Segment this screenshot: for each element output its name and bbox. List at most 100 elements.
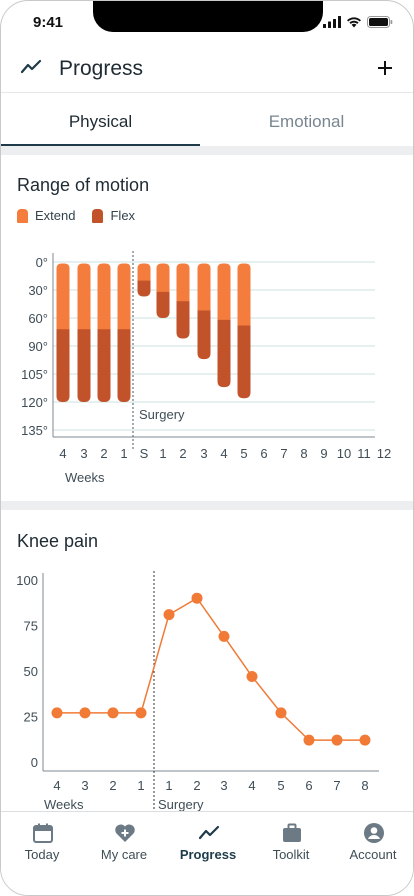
status-bar: 9:41	[1, 1, 413, 45]
tab-bar: Physical Emotional	[1, 101, 413, 146]
pain-point	[246, 670, 258, 682]
legend-flex-swatch	[92, 208, 104, 223]
pain-x-tick-label: 1	[165, 778, 172, 793]
pain-x-tick-label: 2	[193, 778, 200, 793]
toolkit-icon	[283, 823, 301, 842]
pain-point	[79, 707, 91, 719]
nav-my-care-label: My care	[100, 847, 148, 862]
trend-icon	[20, 59, 42, 74]
nav-progress-label: Progress	[179, 847, 237, 862]
pain-x-tick-label: 7	[333, 778, 340, 793]
add-button[interactable]	[375, 58, 395, 78]
rom-weeks-label: Weeks	[65, 470, 105, 485]
rom-x-tick-label: 2	[179, 446, 186, 461]
pain-x-tick-label: 3	[81, 778, 88, 793]
rom-x-tick-label: 8	[300, 446, 307, 461]
rom-y-tick-label: 30°	[28, 283, 48, 298]
rom-y-tick-label: 60°	[28, 311, 48, 326]
rom-bar-flex	[137, 280, 151, 297]
rom-x-tick-label: 4	[59, 446, 66, 461]
pain-y-tick-label: 0	[31, 755, 38, 770]
rom-x-tick-label: 10	[337, 446, 351, 461]
nav-toolkit-label: Toolkit	[272, 847, 310, 862]
rom-bar-flex	[117, 329, 131, 402]
rom-bar-flex	[237, 325, 251, 399]
rom-x-tick-label: 9	[320, 446, 327, 461]
rom-x-tick-label: S	[140, 446, 149, 461]
rom-x-tick-label: 1	[159, 446, 166, 461]
pain-x-tick-label: 8	[361, 778, 368, 793]
pain-x-tick-label: 3	[220, 778, 227, 793]
rom-bar-flex	[56, 329, 70, 402]
legend-flex-label: Flex	[110, 208, 136, 223]
rom-x-tick-label: 6	[260, 446, 267, 461]
pain-y-tick-label: 100	[16, 573, 38, 588]
pain-point	[218, 630, 230, 642]
wifi-icon	[347, 17, 361, 28]
rom-legend: Extend Flex	[17, 208, 152, 223]
rom-x-tick-label: 2	[100, 446, 107, 461]
tab-emotional[interactable]: Emotional	[268, 112, 345, 131]
rom-x-tick-label: 4	[220, 446, 227, 461]
pain-point	[51, 707, 63, 719]
calendar-icon	[33, 823, 53, 843]
rom-bar-flex	[176, 301, 190, 339]
heart-plus-icon	[115, 824, 135, 842]
pain-x-tick-label: 6	[305, 778, 312, 793]
range-of-motion-title: Range of motion	[17, 175, 150, 195]
battery-icon	[367, 16, 393, 28]
pain-weeks-label: Weeks	[44, 797, 84, 811]
pain-x-tick-label: 2	[109, 778, 116, 793]
section-divider	[1, 146, 413, 155]
pain-surgery-label: Surgery	[158, 797, 204, 811]
legend-flex: Flex	[92, 208, 135, 223]
section-divider	[1, 501, 413, 510]
pain-point	[191, 592, 203, 604]
legend-extend: Extend	[17, 208, 75, 223]
rom-x-tick-label: 3	[200, 446, 207, 461]
signal-icon	[323, 16, 341, 28]
pain-x-tick-label: 5	[277, 778, 284, 793]
pain-point	[303, 734, 315, 746]
knee-pain-title: Knee pain	[17, 531, 99, 551]
rom-x-tick-label: 5	[240, 446, 247, 461]
pain-line	[57, 597, 365, 741]
nav-today-label: Today	[24, 847, 60, 862]
rom-surgery-label: Surgery	[139, 407, 185, 422]
rom-bar-flex	[156, 291, 170, 318]
rom-x-tick-label: 1	[120, 446, 127, 461]
notch	[93, 1, 323, 32]
pain-point	[331, 734, 343, 746]
rom-x-tick-label: 7	[280, 446, 287, 461]
page-title: Progress	[59, 57, 144, 80]
app-header: Progress	[1, 45, 413, 93]
rom-y-tick-label: 90°	[28, 339, 48, 354]
pain-x-tick-label: 4	[248, 778, 255, 793]
pain-y-tick-label: 50	[24, 664, 38, 679]
pain-x-tick-label: 4	[53, 778, 60, 793]
pain-y-tick-label: 75	[24, 619, 38, 634]
pain-point	[135, 707, 147, 719]
legend-extend-label: Extend	[35, 208, 76, 223]
rom-y-tick-label: 0°	[36, 255, 48, 270]
pain-point	[107, 707, 119, 719]
pain-point	[163, 609, 175, 621]
rom-y-tick-label: 105°	[21, 367, 48, 382]
status-icons	[323, 15, 393, 29]
nav-account-label: Account	[349, 847, 397, 862]
bottom-nav: Today My care Progress Toolkit	[1, 811, 413, 895]
rom-bar-flex	[217, 319, 231, 388]
rom-bar-flex	[97, 329, 111, 402]
trend-icon	[198, 825, 220, 840]
rom-bar-flex	[197, 310, 211, 360]
rom-y-tick-label: 135°	[21, 423, 48, 438]
rom-x-tick-label: 12	[377, 446, 391, 461]
range-of-motion-chart: 0°30°60°90°105°120°135° 4 3 2 1 S 1 2 3 4 5 6 7 8 9 10…	[21, 251, 391, 485]
pain-point	[359, 734, 371, 746]
rom-x-tick-label: 11	[357, 446, 371, 461]
tab-physical[interactable]: Physical	[1, 101, 200, 146]
rom-y-tick-label: 120°	[21, 395, 48, 410]
pain-point	[275, 707, 287, 719]
account-icon	[364, 823, 384, 843]
